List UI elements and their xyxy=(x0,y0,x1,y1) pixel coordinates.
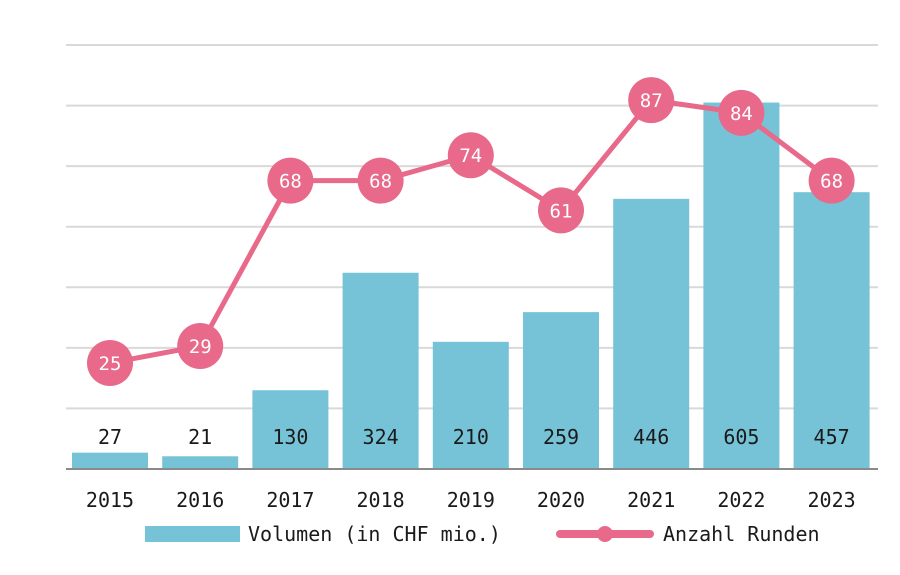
bar xyxy=(252,390,329,469)
line-point-label: 74 xyxy=(459,145,482,167)
bar xyxy=(342,272,419,469)
x-tick-label: 2023 xyxy=(808,488,856,512)
legend-line-marker xyxy=(597,526,613,542)
line-point xyxy=(718,89,765,136)
x-tick-label: 2021 xyxy=(627,488,675,512)
line-point-label: 29 xyxy=(189,336,212,358)
bar xyxy=(703,102,780,470)
legend-bar-swatch xyxy=(145,526,240,542)
bar-value-label: 605 xyxy=(723,425,759,449)
bar-value-label: 27 xyxy=(98,425,122,449)
line-point-label: 68 xyxy=(369,171,392,193)
bar-value-label: 324 xyxy=(363,425,399,449)
line-point xyxy=(87,340,133,386)
line-point-label: 87 xyxy=(640,90,663,112)
x-tick-label: 2016 xyxy=(176,488,224,512)
line-point xyxy=(267,157,314,204)
line-point-label: 84 xyxy=(730,103,753,125)
legend-line-label: Anzahl Runden xyxy=(663,522,820,546)
bar-value-label: 259 xyxy=(543,425,579,449)
line-point xyxy=(447,132,494,179)
line-point xyxy=(177,323,224,370)
x-tick-label: 2015 xyxy=(86,488,134,512)
bar xyxy=(793,192,870,469)
x-tick-label: 2019 xyxy=(447,488,495,512)
x-tick-label: 2022 xyxy=(717,488,765,512)
bar-value-label: 130 xyxy=(272,425,308,449)
line-point xyxy=(538,187,584,234)
bar-value-label: 446 xyxy=(633,425,669,449)
line-point xyxy=(357,157,404,204)
line-point-label: 25 xyxy=(99,353,122,375)
x-tick-label: 2017 xyxy=(266,488,314,512)
x-tick-label: 2018 xyxy=(357,488,405,512)
bar-value-label: 21 xyxy=(188,425,212,449)
line-point xyxy=(808,157,855,204)
bar-value-label: 210 xyxy=(453,425,489,449)
legend-bar-label: Volumen (in CHF mio.) xyxy=(248,522,501,546)
bar-value-label: 457 xyxy=(814,425,850,449)
line-point xyxy=(628,77,675,124)
x-tick-label: 2020 xyxy=(537,488,585,512)
line-point-label: 68 xyxy=(279,171,302,193)
bar xyxy=(72,452,148,469)
bar xyxy=(523,312,599,469)
line-point-label: 68 xyxy=(820,171,843,193)
line-point-label: 61 xyxy=(550,200,573,222)
bar xyxy=(613,198,690,469)
bar xyxy=(432,341,509,469)
bar xyxy=(162,456,239,469)
